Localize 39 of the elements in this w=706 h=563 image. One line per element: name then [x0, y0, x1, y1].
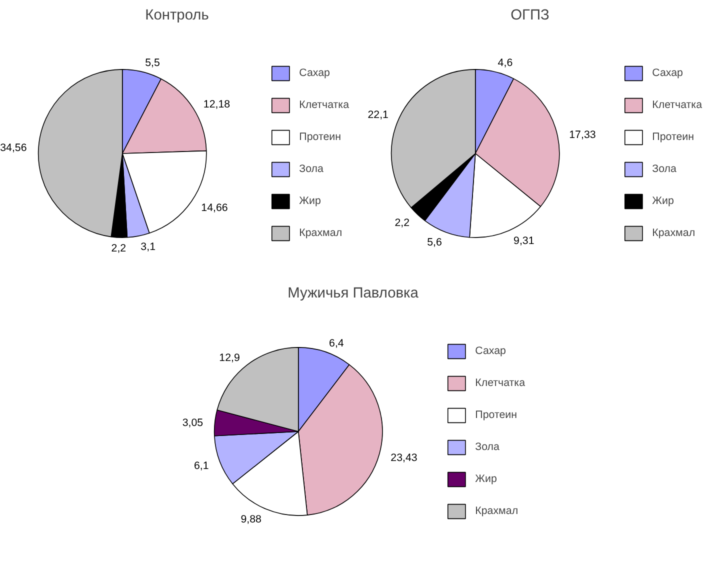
- data-label: 17,33: [569, 129, 596, 142]
- data-label: 14,66: [201, 202, 228, 214]
- data-label: 6,1: [194, 460, 209, 472]
- legend-label: Зола: [299, 163, 324, 175]
- data-label: 3,1: [140, 240, 156, 253]
- chart-title: ОГПЗ: [510, 8, 550, 24]
- data-label: 12,9: [219, 352, 240, 364]
- data-label: 12,18: [203, 98, 230, 110]
- data-label: 5,6: [427, 236, 442, 249]
- data-label: 4,6: [498, 56, 513, 69]
- legend-label: Жир: [652, 195, 674, 207]
- legend-label: Жир: [299, 195, 321, 207]
- legend-label: Сахар: [652, 67, 683, 79]
- legend-label: Крахмал: [475, 505, 518, 517]
- legend-label: Клетчатка: [475, 377, 525, 389]
- data-label: 34,56: [0, 142, 27, 154]
- legend-label: Клетчатка: [652, 99, 702, 111]
- legend-label: Клетчатка: [299, 99, 349, 111]
- legend-label: Зола: [475, 441, 500, 453]
- data-label: 9,88: [240, 513, 262, 526]
- legend-label: Протеин: [475, 409, 517, 421]
- legend-label: Зола: [652, 163, 676, 175]
- legend-label: Сахар: [299, 67, 330, 79]
- data-label: 22,1: [368, 108, 389, 121]
- data-label: 2,2: [394, 216, 410, 229]
- data-label: 6,4: [329, 337, 344, 350]
- data-label: 9,31: [514, 234, 534, 247]
- chart-title: Контроль: [145, 8, 210, 24]
- data-label: 5,5: [145, 57, 160, 70]
- legend-label: Протеин: [652, 131, 694, 143]
- legend-label: Протеин: [299, 131, 341, 143]
- chart-title: Мужичья Павловка: [288, 286, 420, 302]
- legend-label: Сахар: [475, 345, 506, 357]
- legend-label: Крахмал: [299, 227, 342, 239]
- legend-label: Крахмал: [652, 227, 696, 239]
- data-label: 2,2: [111, 242, 126, 255]
- data-label: 23,43: [390, 452, 418, 464]
- data-label: 3,05: [182, 416, 204, 429]
- legend-label: Жир: [475, 473, 497, 485]
